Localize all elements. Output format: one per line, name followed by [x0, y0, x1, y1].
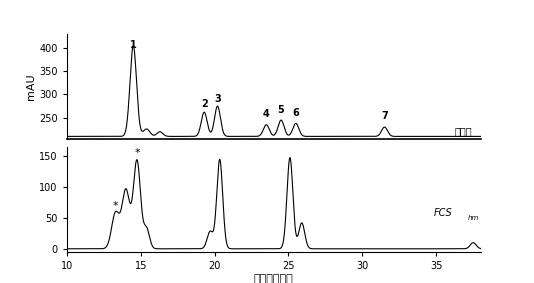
Text: *: *: [113, 201, 119, 211]
Text: 7: 7: [381, 112, 388, 121]
X-axis label: 时间（分钟）: 时间（分钟）: [254, 274, 294, 283]
Y-axis label: mAU: mAU: [26, 73, 36, 100]
Text: 2: 2: [201, 99, 208, 110]
Text: hm: hm: [468, 215, 480, 221]
Text: 4: 4: [263, 109, 270, 119]
Text: 3: 3: [214, 94, 221, 104]
Text: FCS: FCS: [433, 208, 452, 218]
Text: 标准品: 标准品: [454, 126, 472, 136]
Text: *: *: [134, 147, 140, 158]
Text: 6: 6: [293, 108, 299, 118]
Text: 1: 1: [130, 40, 137, 50]
Text: 5: 5: [278, 104, 285, 115]
